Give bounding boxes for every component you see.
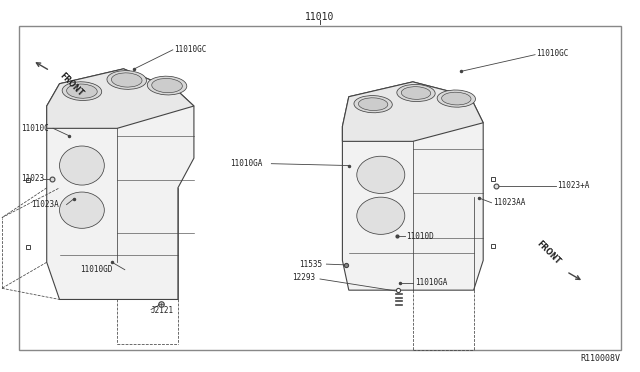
Ellipse shape [357,156,405,193]
Ellipse shape [67,84,97,98]
Text: R110008V: R110008V [581,354,621,363]
Ellipse shape [401,87,431,99]
Text: 11010GA: 11010GA [230,159,263,168]
Ellipse shape [397,84,435,102]
Text: J2121: J2121 [151,306,174,315]
Text: 11010GD: 11010GD [80,265,113,274]
Polygon shape [342,82,483,290]
Polygon shape [47,69,194,299]
Ellipse shape [147,76,187,95]
Text: FRONT: FRONT [58,71,86,98]
Ellipse shape [60,146,104,185]
Polygon shape [342,82,483,141]
Ellipse shape [357,197,405,234]
Ellipse shape [152,78,182,93]
Text: 12293: 12293 [292,273,316,282]
Text: 11023: 11023 [21,174,44,183]
Text: 11010GC: 11010GC [174,45,207,54]
Text: 11023A: 11023A [31,200,58,209]
Text: 11023+A: 11023+A [557,182,589,190]
Text: 11010D: 11010D [406,232,434,241]
Ellipse shape [354,96,392,113]
Text: 11535: 11535 [300,260,323,269]
Text: 11010: 11010 [305,12,335,22]
Text: 11010GA: 11010GA [415,278,447,287]
Polygon shape [47,69,194,128]
Text: 11023AA: 11023AA [493,198,525,207]
Ellipse shape [62,82,102,100]
Ellipse shape [107,71,147,89]
Ellipse shape [111,73,142,87]
Bar [19,26,621,350]
Ellipse shape [60,192,104,228]
Text: 11010GC: 11010GC [536,49,569,58]
Ellipse shape [442,92,471,105]
Text: FRONT: FRONT [534,240,562,267]
Text: 11010C: 11010C [21,124,49,133]
Ellipse shape [358,98,388,110]
Ellipse shape [437,90,476,107]
